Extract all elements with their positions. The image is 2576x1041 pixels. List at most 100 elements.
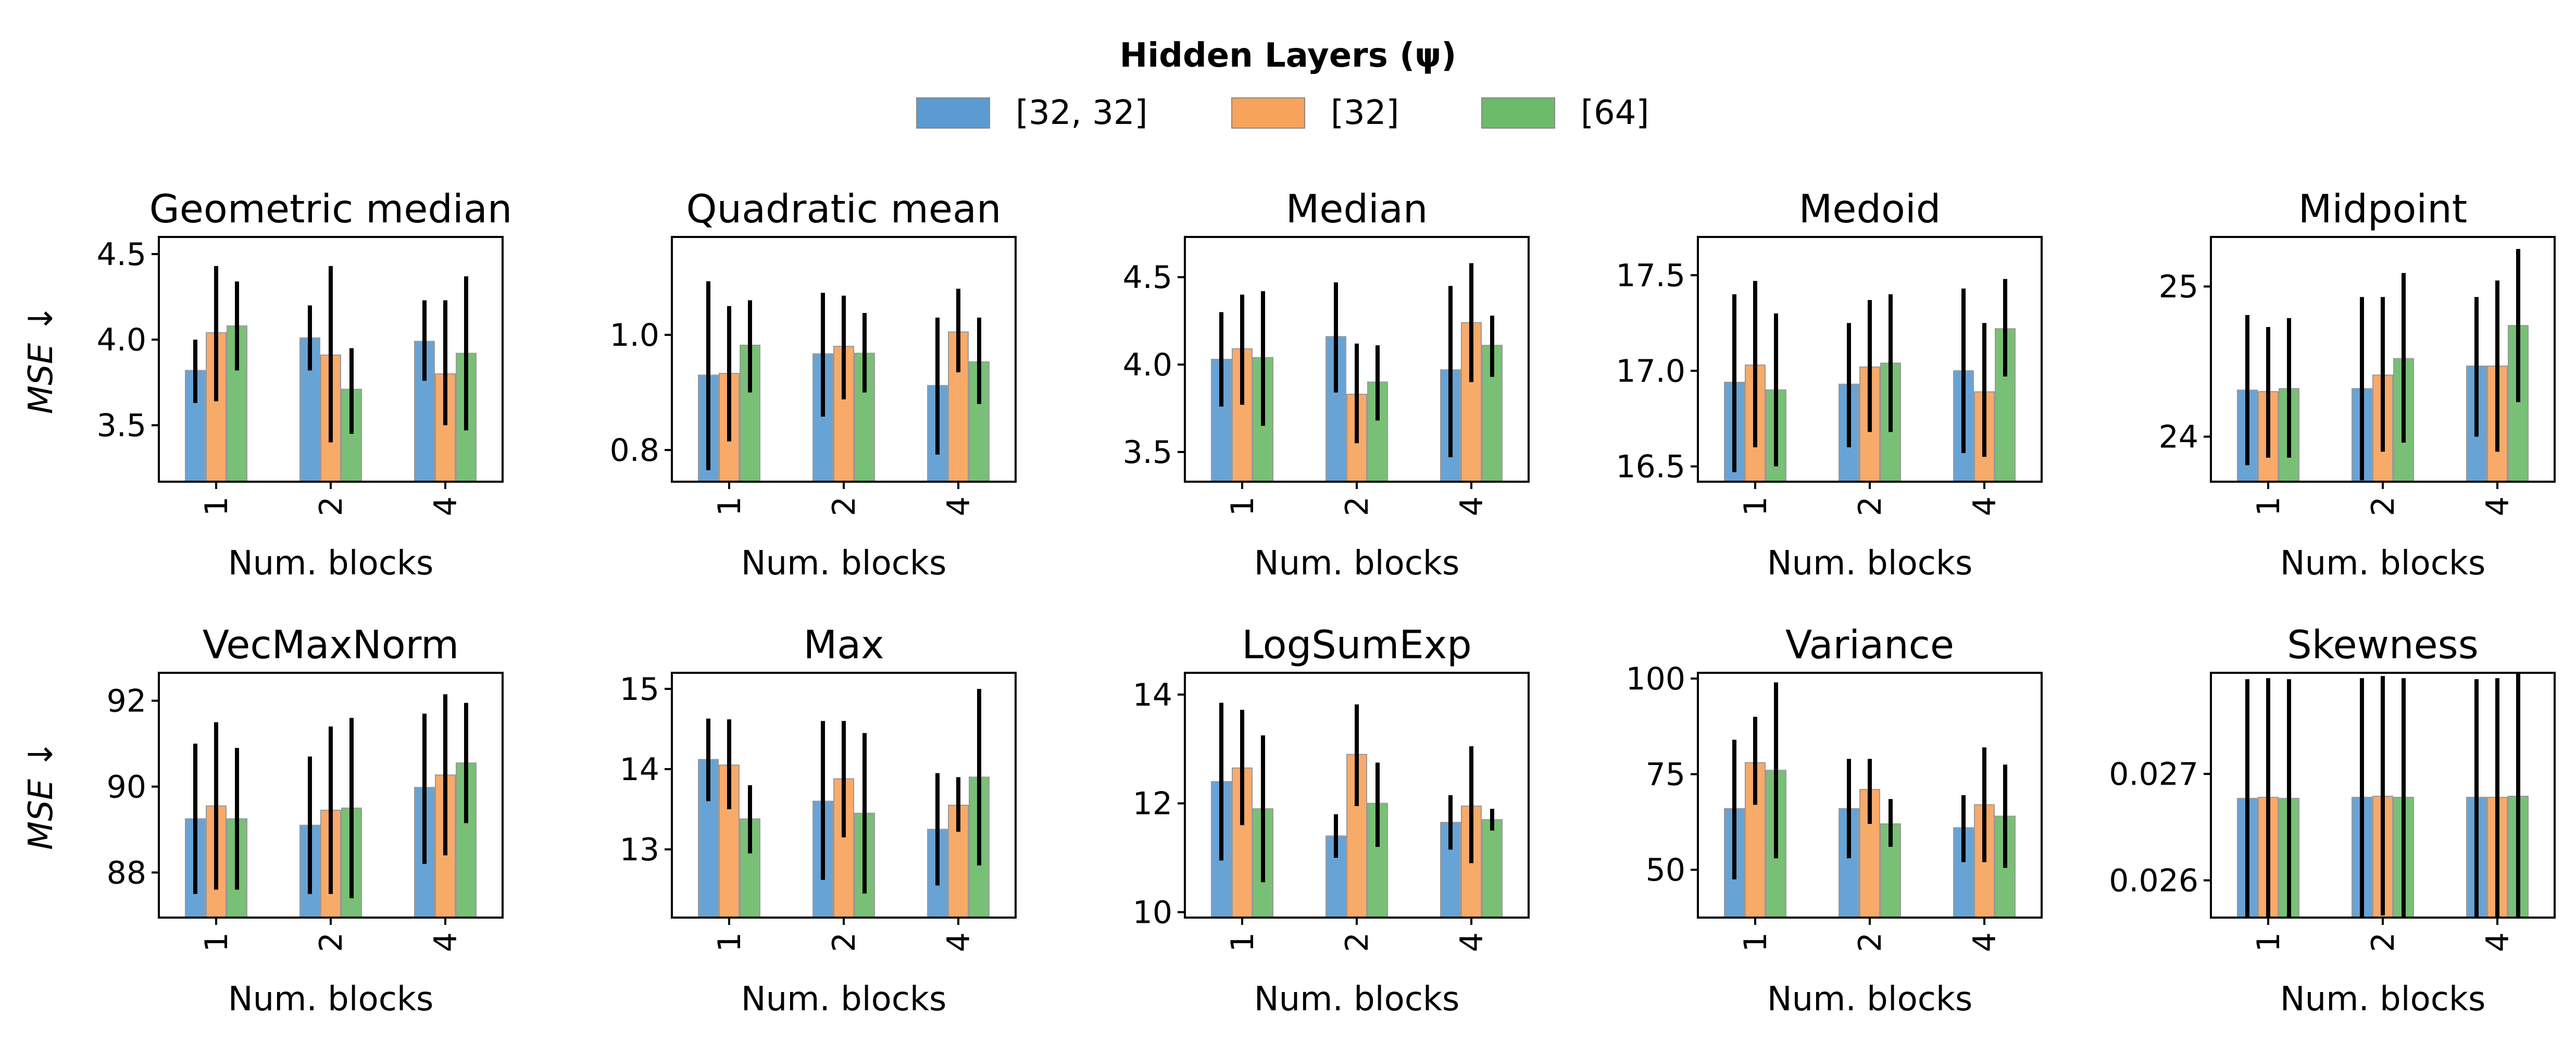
x-tick-label: 4 — [941, 932, 977, 952]
x-tick-label: 4 — [428, 932, 464, 952]
x-tick-label: 1 — [711, 932, 748, 952]
y-tick-label: 13 — [620, 832, 659, 868]
x-tick-label: 1 — [1737, 932, 1774, 952]
chart-panel: Geometric median 3.5 4.0 4.5 1 2 4 Num. blocks M… — [22, 186, 512, 583]
chart-panel: Quadratic mean 0.8 1.0 1 2 4 Num. blocks — [610, 186, 1017, 583]
chart-panel: Median 3.5 4.0 4.5 1 2 4 Num. blocks — [1123, 186, 1530, 583]
panel-title: Skewness — [2287, 622, 2479, 668]
y-tick-label: 15 — [620, 671, 659, 708]
legend-swatch-2 — [1231, 97, 1305, 129]
x-tick-label: 2 — [313, 496, 349, 516]
panel-title: Max — [803, 622, 884, 668]
y-tick-label: 4.5 — [1123, 259, 1172, 296]
x-tick-label: 4 — [428, 496, 464, 516]
panel-title: LogSumExp — [1242, 622, 1472, 668]
y-tick-label: 92 — [107, 683, 146, 720]
legend-label-1: [32, 32] — [1016, 94, 1148, 132]
y-tick-label: 14 — [1133, 677, 1172, 713]
x-axis-label: Num. blocks — [2280, 980, 2486, 1019]
panel-title: Medoid — [1799, 186, 1941, 232]
y-tick-label: 10 — [1133, 895, 1172, 931]
x-tick-label: 2 — [826, 932, 862, 952]
legend-swatch-1 — [916, 97, 990, 129]
panel-title: Midpoint — [2298, 186, 2467, 232]
bar — [854, 353, 875, 483]
panel-title: VecMaxNorm — [203, 622, 459, 668]
legend-label-3: [64] — [1581, 94, 1649, 132]
x-tick-label: 4 — [1454, 496, 1490, 516]
chart-panel: Max 13 14 15 1 2 4 Num. blocks — [620, 622, 1017, 1019]
x-axis-label: Num. blocks — [741, 980, 947, 1019]
y-tick-label: 16.5 — [1616, 449, 1685, 485]
y-tick-label: 90 — [107, 769, 146, 806]
y-tick-label: 3.5 — [97, 408, 146, 444]
y-tick-label: 0.026 — [2109, 862, 2198, 899]
legend-title: Hidden Layers (ψ) — [1120, 36, 1457, 75]
y-tick-label: 4.0 — [1123, 347, 1172, 383]
x-tick-label: 2 — [1852, 932, 1889, 952]
panel-title: Geometric median — [149, 186, 512, 232]
x-tick-label: 4 — [2480, 932, 2516, 952]
x-tick-label: 1 — [2250, 932, 2287, 952]
y-tick-label: 0.8 — [610, 432, 659, 469]
x-tick-label: 4 — [1967, 932, 2003, 952]
bar — [1367, 802, 1388, 918]
x-tick-label: 1 — [1224, 932, 1261, 952]
x-axis-label: Num. blocks — [1254, 544, 1460, 583]
y-axis-label: MSE ↓ — [22, 741, 60, 850]
x-tick-label: 4 — [2480, 496, 2516, 516]
y-tick-label: 17.5 — [1616, 257, 1685, 294]
chart-panel: VecMaxNorm 88 90 92 1 2 4 Num. blocks MSE ↓ — [22, 622, 504, 1019]
y-tick-label: 1.0 — [610, 317, 659, 354]
y-tick-label: 14 — [620, 751, 659, 788]
y-tick-label: 88 — [107, 855, 146, 891]
y-tick-label: 3.5 — [1123, 434, 1172, 471]
y-tick-label: 50 — [1646, 852, 1685, 888]
x-tick-label: 2 — [2365, 496, 2402, 516]
x-tick-label: 2 — [826, 496, 862, 516]
y-axis-label: MSE ↓ — [22, 305, 60, 414]
x-axis-label: Num. blocks — [741, 544, 947, 583]
legend-swatch-3 — [1481, 97, 1555, 129]
y-tick-label: 24 — [2159, 419, 2198, 455]
y-tick-label: 4.5 — [97, 236, 146, 273]
x-tick-label: 2 — [1339, 932, 1375, 952]
y-tick-label: 12 — [1133, 786, 1172, 822]
y-tick-label: 4.0 — [97, 322, 146, 358]
x-axis-label: Num. blocks — [1767, 544, 1973, 583]
x-axis-label: Num. blocks — [1767, 980, 1973, 1019]
panel-title: Variance — [1785, 622, 1954, 668]
x-axis-label: Num. blocks — [228, 980, 434, 1019]
legend-label-2: [32] — [1331, 94, 1399, 132]
chart-panel: Variance 50 75 100 1 2 4 Num. blocks — [1625, 622, 2043, 1019]
bar — [1482, 819, 1503, 918]
x-tick-label: 1 — [711, 496, 748, 516]
x-tick-label: 2 — [313, 932, 349, 952]
x-tick-label: 4 — [941, 496, 977, 516]
x-tick-label: 1 — [198, 496, 235, 516]
x-tick-label: 4 — [1454, 932, 1490, 952]
x-tick-label: 1 — [198, 932, 235, 952]
x-tick-label: 1 — [1737, 496, 1774, 516]
x-axis-label: Num. blocks — [228, 544, 434, 583]
x-tick-label: 4 — [1967, 496, 2003, 516]
chart-panel: Skewness 0.026 0.027 1 2 4 Num. blocks — [2109, 622, 2556, 1019]
x-tick-label: 1 — [1224, 496, 1261, 516]
bar — [341, 388, 362, 482]
x-axis-label: Num. blocks — [2280, 544, 2486, 583]
legend: Hidden Layers (ψ) [32, 32] [32] [64] — [916, 36, 1649, 132]
y-tick-label: 100 — [1625, 661, 1685, 697]
y-tick-label: 25 — [2159, 269, 2198, 305]
panel-title: Quadratic mean — [686, 186, 1002, 232]
bar — [740, 344, 760, 482]
x-axis-label: Num. blocks — [1254, 980, 1460, 1019]
y-tick-label: 75 — [1646, 757, 1685, 793]
x-tick-label: 2 — [1339, 496, 1375, 516]
chart-panel: Medoid 16.5 17.0 17.5 1 2 4 Num. blocks — [1616, 186, 2043, 583]
y-tick-label: 0.027 — [2109, 756, 2198, 793]
x-tick-label: 2 — [1852, 496, 1889, 516]
